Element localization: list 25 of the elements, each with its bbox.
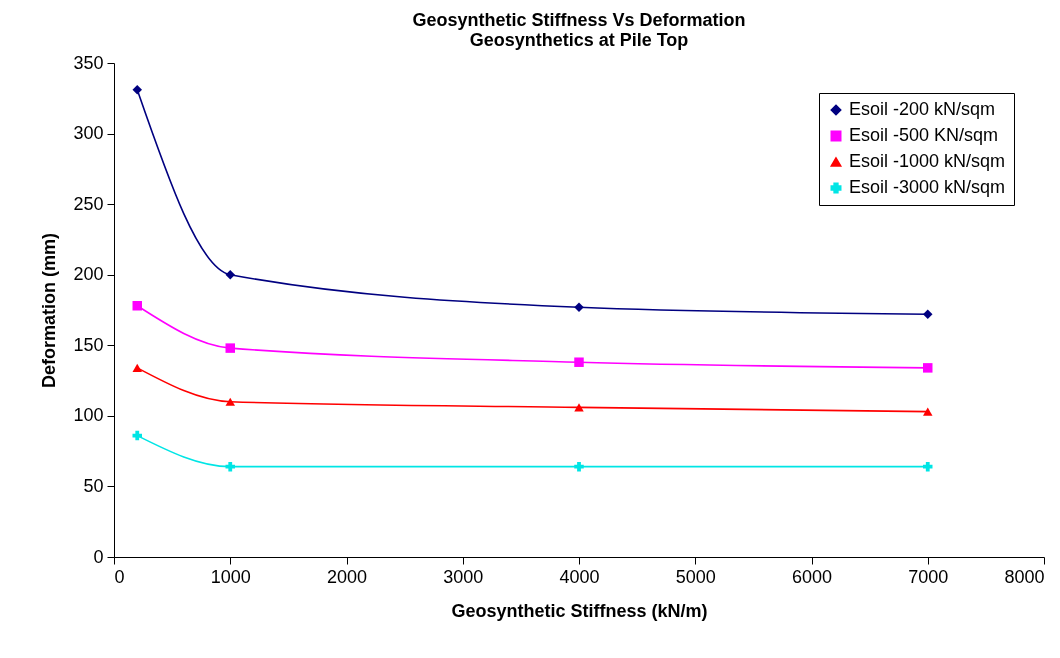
y-tick-label: 350 bbox=[73, 52, 104, 73]
y-tick-label: 300 bbox=[73, 123, 104, 144]
x-tick-label: 2000 bbox=[326, 566, 368, 587]
y-tick-label: 150 bbox=[73, 334, 104, 355]
x-axis-title: Geosynthetic Stiffness (kN/m) bbox=[451, 600, 708, 621]
x-tick-label: 7000 bbox=[908, 566, 949, 587]
legend-label: Esoil -500 KN/sqm bbox=[849, 125, 999, 145]
x-tick-label: 3000 bbox=[443, 566, 484, 587]
chart-title: Geosynthetic Stiffness Vs Deformation bbox=[412, 10, 746, 30]
y-tick-label: 0 bbox=[93, 546, 104, 567]
x-tick-label: 6000 bbox=[791, 566, 833, 587]
x-tick-label: 5000 bbox=[675, 566, 716, 587]
x-tick-label: 4000 bbox=[559, 566, 600, 587]
y-tick-label: 100 bbox=[73, 405, 104, 426]
x-tick-label: 8000 bbox=[1004, 566, 1045, 587]
legend-label: Esoil -200 kN/sqm bbox=[849, 99, 996, 119]
y-tick-label: 200 bbox=[73, 264, 104, 285]
legend-label: Esoil -3000 kN/sqm bbox=[849, 177, 1006, 197]
x-tick-label: 1000 bbox=[210, 566, 251, 587]
x-tick-label: 0 bbox=[114, 566, 125, 587]
chart-subtitle: Geosynthetics at Pile Top bbox=[469, 30, 689, 50]
legend-label: Esoil -1000 kN/sqm bbox=[849, 151, 1006, 171]
y-axis-title: Deformation (mm) bbox=[39, 232, 60, 389]
y-tick-label: 50 bbox=[83, 475, 104, 496]
y-tick-label: 250 bbox=[73, 193, 104, 214]
